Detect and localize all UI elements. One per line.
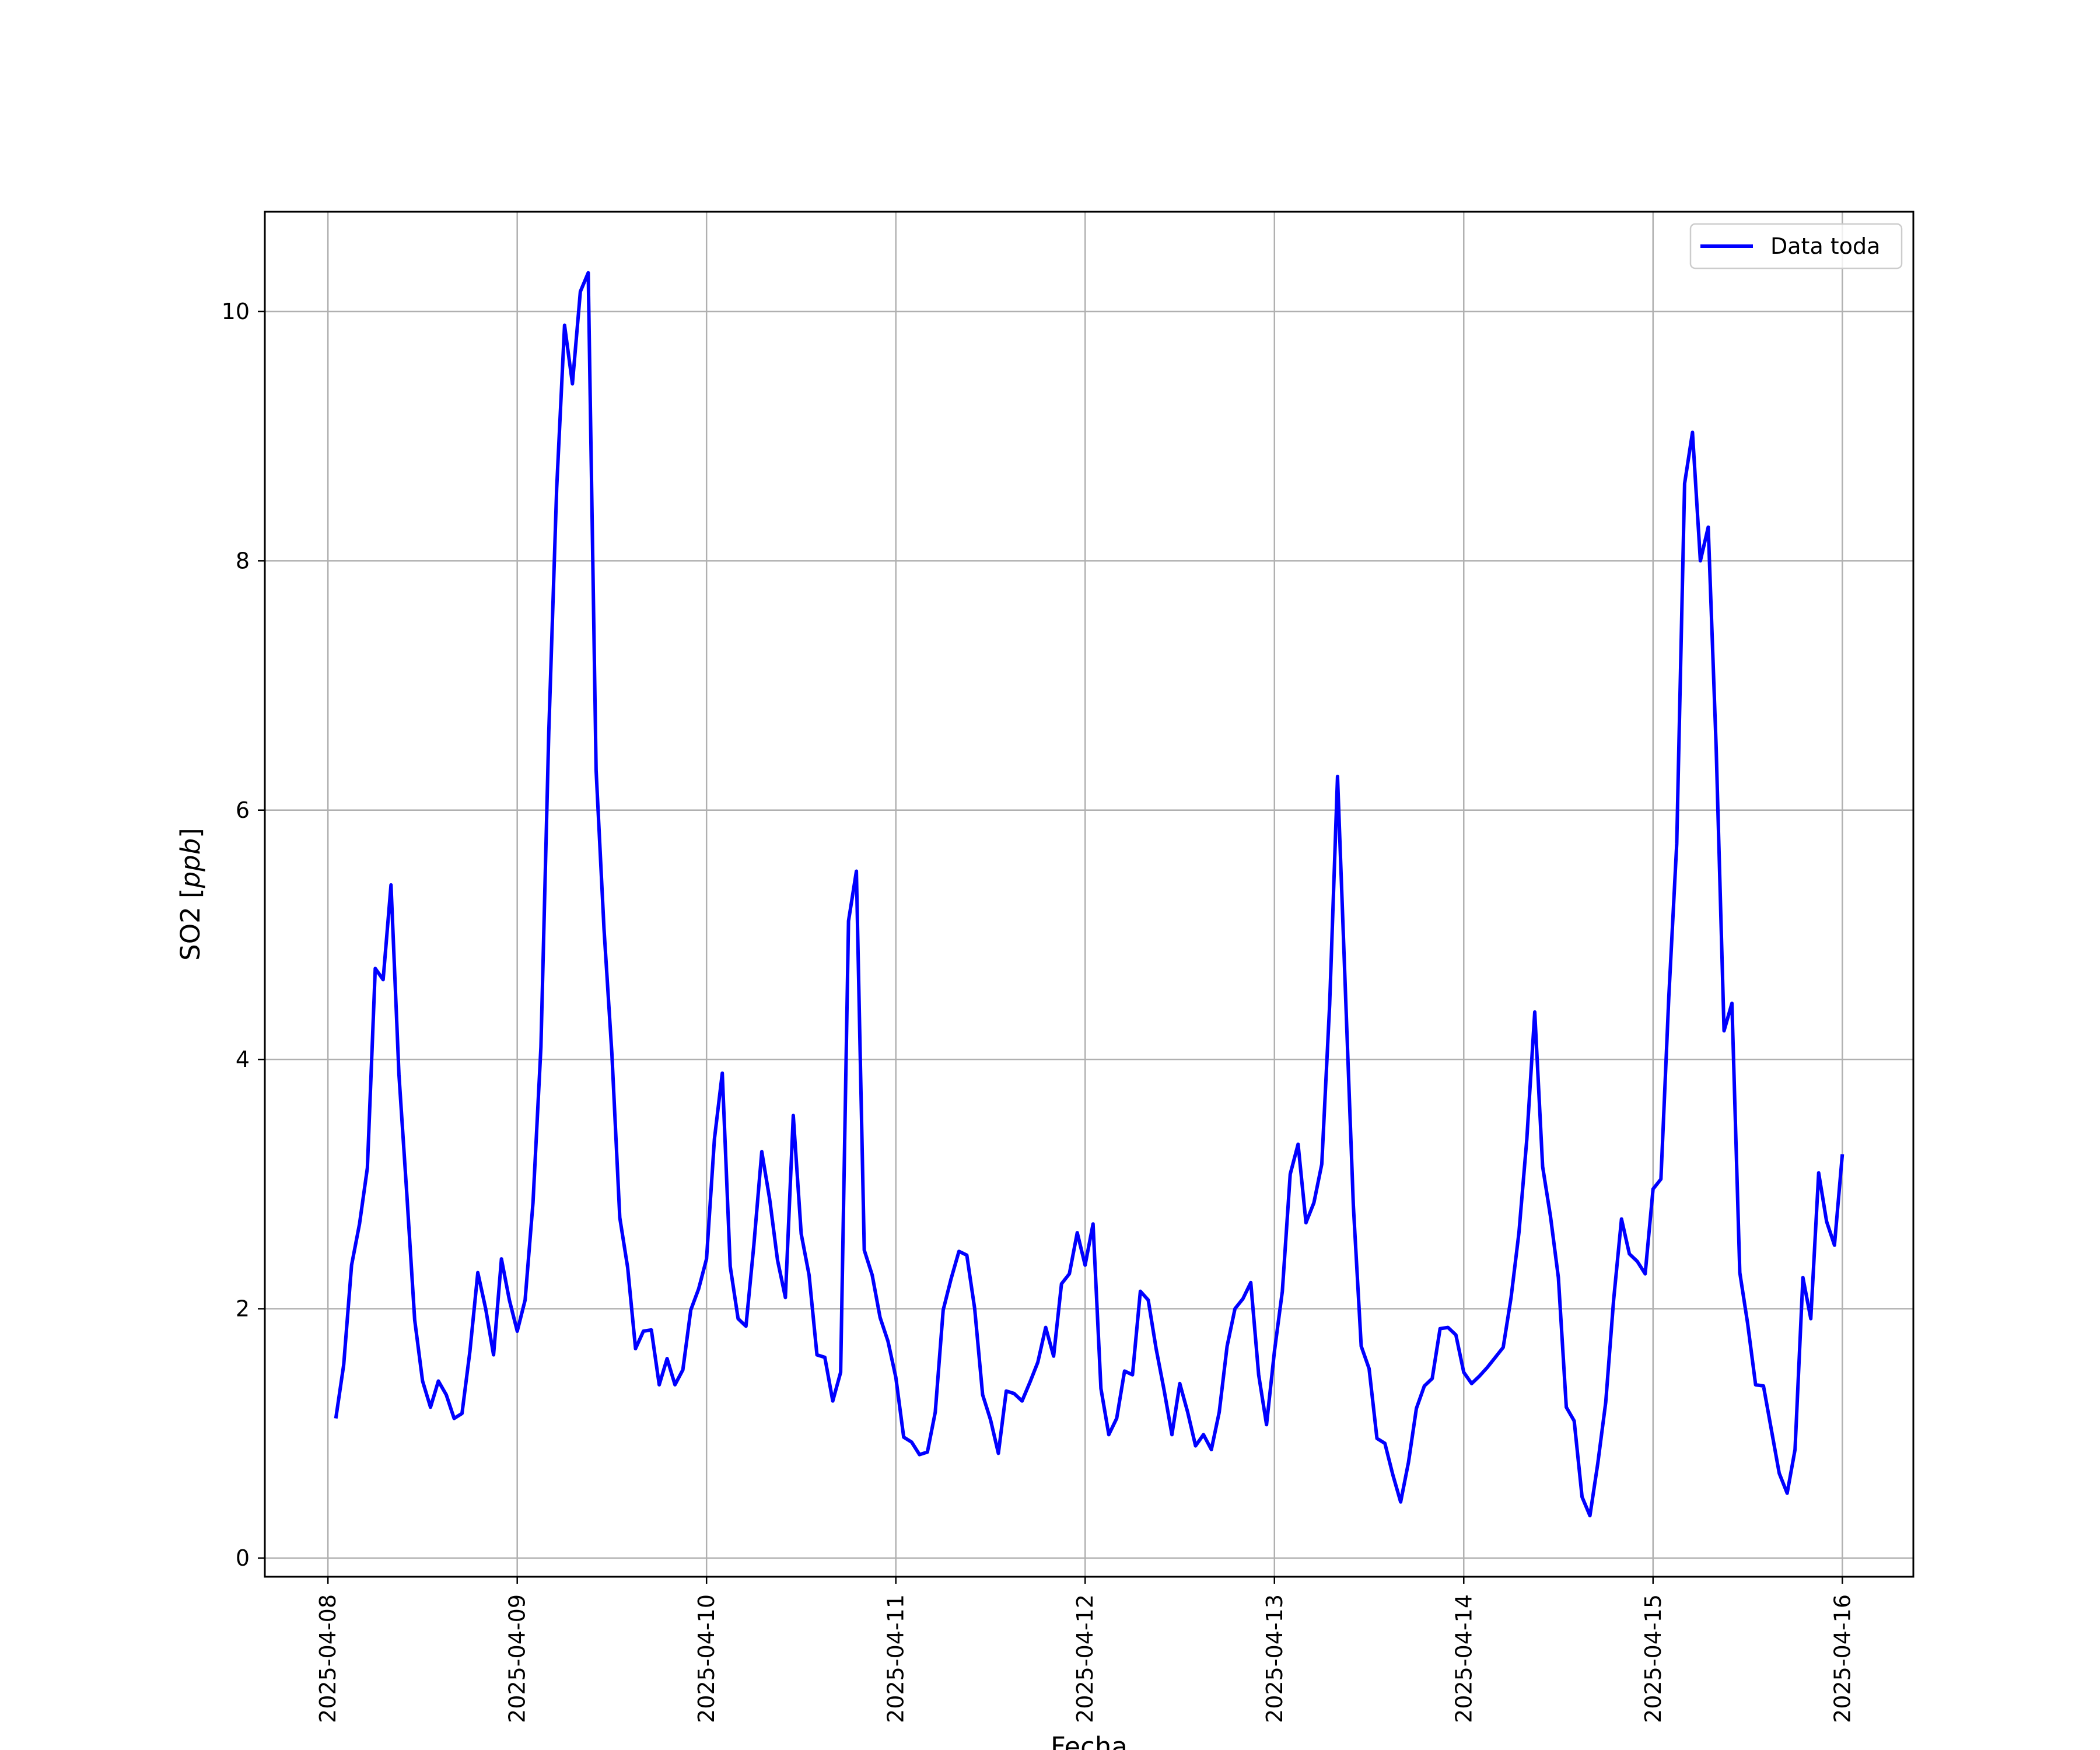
x-tick-label: 2025-04-14 [1451, 1594, 1476, 1723]
x-tick-label: 2025-04-13 [1262, 1594, 1287, 1723]
plot-frame [264, 211, 1915, 1578]
y-axis-label: SO2 [ppb] [175, 828, 206, 961]
x-tick-label: 2025-04-15 [1640, 1594, 1666, 1723]
plot-area [265, 212, 1913, 1577]
x-tick-label: 2025-04-10 [694, 1594, 719, 1723]
y-tick-label: 0 [236, 1545, 250, 1571]
y-axis-ticks: 0 2 4 6 8 10 [222, 299, 265, 1571]
series-layer [334, 271, 1845, 1518]
x-axis-label: Fecha [1051, 1731, 1128, 1750]
legend: Data toda [1689, 223, 1903, 270]
x-tick-label: 2025-04-09 [505, 1594, 530, 1723]
x-tick-label: 2025-04-08 [315, 1594, 341, 1723]
y-tick-label: 10 [222, 299, 250, 324]
y-tick-label: 6 [236, 797, 250, 823]
y-tick-label: 4 [236, 1046, 250, 1072]
legend-box [1689, 223, 1903, 270]
x-tick-label: 2025-04-16 [1829, 1594, 1855, 1723]
y-tick-label: 2 [236, 1296, 250, 1322]
x-tick-label: 2025-04-11 [883, 1594, 909, 1723]
legend-label-data-toda: Data toda [1770, 233, 1880, 259]
x-tick-label: 2025-04-12 [1072, 1594, 1098, 1723]
y-axis-label-main: SO2 [175, 907, 206, 961]
x-axis-ticks: 2025-04-08 2025-04-09 2025-04-10 2025-04-11… [315, 1577, 1855, 1723]
series-line-data-toda [334, 271, 1845, 1518]
y-axis-label-unit: ppb [175, 838, 206, 889]
y-tick-label: 8 [236, 548, 250, 573]
